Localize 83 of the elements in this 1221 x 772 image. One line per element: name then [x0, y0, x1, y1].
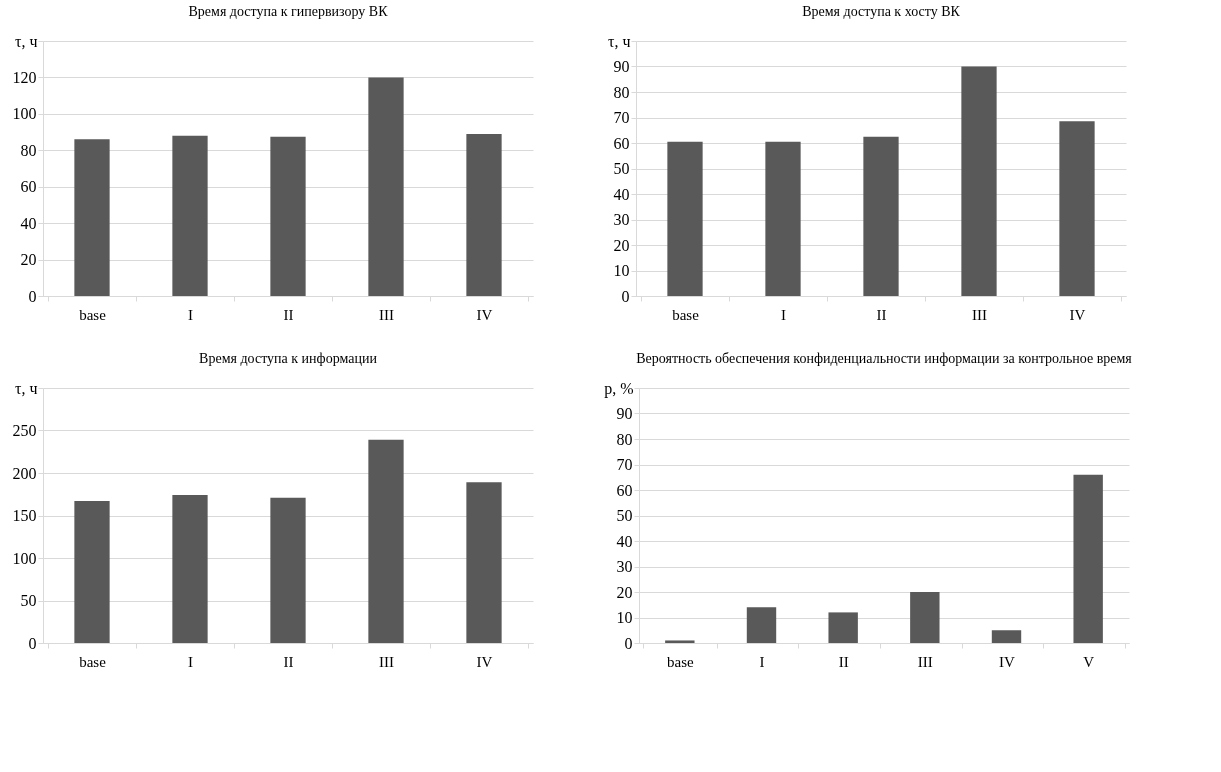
- y-tick-label: 100: [12, 549, 37, 567]
- x-tick-label: III: [917, 653, 933, 670]
- bar: [765, 141, 801, 296]
- y-tick-label: 60: [616, 481, 633, 499]
- y-tick-label: 60: [20, 178, 37, 196]
- x-tick-label: I: [781, 306, 786, 323]
- x-tick-label: base: [79, 653, 107, 670]
- bar: [828, 612, 858, 643]
- bar: [961, 66, 997, 296]
- bar: [74, 501, 110, 643]
- chart-title: Время доступа к гипервизору ВК: [188, 4, 389, 19]
- y-tick-label: 90: [616, 405, 633, 422]
- y-tick-label: 80: [20, 141, 37, 159]
- y-tick-label: 20: [616, 583, 633, 601]
- bar: [270, 497, 306, 643]
- y-tick-label: 40: [613, 185, 630, 203]
- y-tick-label: 120: [12, 68, 37, 86]
- x-tick-label: III: [972, 306, 987, 323]
- y-tick-label: 10: [616, 609, 633, 626]
- bar: [1073, 474, 1103, 643]
- y-tick-label: 10: [613, 262, 630, 279]
- y-tick-label: 20: [20, 251, 37, 269]
- bar: [368, 439, 404, 643]
- y-tick-label: 90: [613, 58, 630, 75]
- y-tick-label: 100: [12, 105, 37, 123]
- bar: [466, 133, 502, 296]
- y-tick-label: 50: [613, 160, 630, 177]
- y-tick-label: 0: [28, 287, 37, 305]
- y-axis-title: p, %: [604, 379, 634, 398]
- x-tick-label: IV: [476, 653, 493, 670]
- y-tick-label: 70: [613, 109, 630, 126]
- bar: [270, 136, 306, 296]
- y-axis-title: τ, ч: [608, 32, 631, 50]
- x-tick-label: II: [283, 653, 294, 670]
- chart-title: Время доступа к информации: [199, 351, 378, 366]
- y-tick-label: 80: [616, 430, 633, 448]
- y-tick-label: 0: [624, 634, 633, 652]
- x-tick-label: I: [188, 653, 193, 670]
- x-tick-label: base: [667, 653, 694, 670]
- x-tick-label: III: [379, 653, 394, 670]
- y-tick-label: 70: [616, 456, 633, 473]
- y-tick-label: 40: [20, 214, 37, 232]
- y-axis-title: τ, ч: [15, 32, 38, 50]
- bar: [910, 592, 940, 643]
- x-tick-label: IV: [476, 306, 493, 323]
- bar: [667, 141, 703, 296]
- y-tick-label: 80: [613, 83, 630, 101]
- x-tick-label: base: [672, 306, 700, 323]
- bar: [665, 640, 695, 643]
- x-tick-label: base: [79, 306, 107, 323]
- bar: [172, 495, 208, 643]
- y-tick-label: 250: [12, 422, 37, 439]
- y-tick-label: 30: [616, 558, 633, 575]
- y-tick-label: 30: [613, 211, 630, 228]
- y-tick-label: 150: [12, 507, 37, 524]
- y-axis-title: τ, ч: [15, 379, 38, 397]
- bar: [863, 136, 899, 296]
- x-tick-label: IV: [999, 653, 1016, 670]
- x-tick-label: II: [283, 306, 294, 323]
- chart-title: Время доступа к хосту ВК: [802, 4, 961, 19]
- y-tick-label: 0: [28, 634, 37, 652]
- y-tick-label: 50: [616, 507, 633, 524]
- y-tick-label: 40: [616, 532, 633, 550]
- y-tick-label: 50: [20, 592, 37, 609]
- y-tick-label: 60: [613, 134, 630, 152]
- y-tick-label: 0: [621, 287, 630, 305]
- bar: [466, 482, 502, 643]
- x-tick-label: IV: [1069, 306, 1086, 323]
- bar: [746, 607, 777, 643]
- bar: [1059, 121, 1095, 296]
- bar: [74, 139, 110, 296]
- y-tick-label: 200: [12, 464, 37, 482]
- bar: [172, 135, 208, 296]
- bar: [368, 77, 404, 296]
- x-tick-label: II: [876, 306, 887, 323]
- x-tick-label: V: [1083, 653, 1095, 670]
- bar: [991, 630, 1022, 643]
- x-tick-label: I: [188, 306, 193, 323]
- x-tick-label: II: [838, 653, 849, 670]
- y-tick-label: 20: [613, 236, 630, 254]
- x-tick-label: I: [759, 653, 765, 670]
- chart-title: Вероятность обеспечения конфиденциальности информации за контрольное время: [636, 351, 1133, 366]
- x-tick-label: III: [379, 306, 394, 323]
